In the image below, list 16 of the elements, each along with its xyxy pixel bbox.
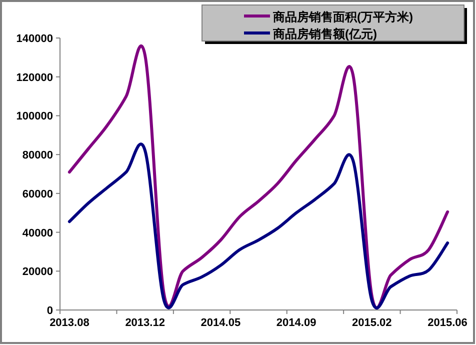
x-tick-label: 2015.06 [428,317,468,329]
legend-label: 商品房销售额(亿元) [272,27,377,41]
y-tick-label: 100000 [16,110,53,123]
x-tick-label: 2013.08 [50,317,90,329]
y-tick-label: 0 [46,305,53,317]
y-tick-label: 40000 [22,227,53,240]
y-tick-label: 20000 [22,266,53,278]
y-tick-label: 60000 [22,188,53,200]
x-tick-label: 2014.09 [276,317,316,329]
y-tick-label: 80000 [22,150,53,162]
x-tick-label: 2014.05 [200,317,241,329]
x-tick-label: 2015.02 [352,317,392,329]
legend-label: 商品房销售面积(万平方米) [272,10,413,24]
x-tick-label: 2013.12 [125,317,165,329]
y-tick-label: 140000 [16,33,53,45]
y-tick-label: 120000 [16,72,53,84]
